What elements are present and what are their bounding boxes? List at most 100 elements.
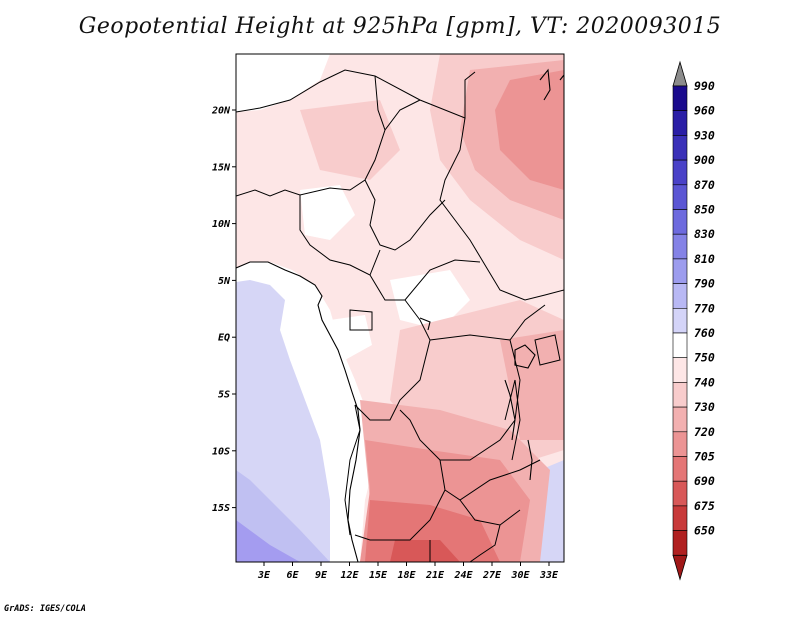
y-tick-label: EQ (218, 333, 230, 344)
coast-lake-tanganyika (504, 379, 516, 441)
grads-footer: GrADS: IGES/COLA (4, 604, 86, 614)
land-white-coast (236, 262, 375, 562)
border-line (469, 524, 501, 562)
border-line (399, 334, 521, 461)
colorbar-swatch (672, 283, 688, 309)
colorbar-level-label: 960 (694, 104, 715, 118)
colorbar-swatch (672, 505, 688, 531)
land-dark-ne (495, 70, 564, 190)
colorbar-level-label: 650 (694, 524, 715, 538)
colorbar-swatch (672, 159, 688, 186)
colorbar-level-label: 900 (694, 153, 715, 167)
x-tick-label: 9E (315, 570, 328, 581)
colorbar-swatch (672, 135, 688, 161)
border-line (236, 69, 476, 119)
land-white-patch-b (390, 270, 470, 330)
border-line (236, 75, 386, 197)
colorbar-swatch (672, 332, 688, 359)
colorbar-swatch (672, 431, 688, 457)
coastline (236, 68, 564, 562)
land-white-patch-a (300, 185, 355, 240)
map-title: Geopotential Height at 925hPa [gpm], VT:… (78, 14, 722, 39)
x-tick-label: 3E (257, 570, 271, 581)
coast-west-africa (236, 261, 361, 562)
x-tick-label: 33E (539, 570, 559, 581)
border-line (354, 489, 446, 541)
colorbar-level-label: 990 (694, 79, 715, 93)
border-line (439, 459, 541, 501)
colorbar-level-label: 870 (694, 178, 715, 192)
colorbar-level-label: 930 (694, 128, 715, 142)
colorbar-swatch (672, 357, 688, 383)
colorbar-swatch (672, 382, 688, 408)
border-line (364, 179, 446, 251)
colorbar-swatch (672, 307, 688, 334)
border-line (504, 379, 521, 461)
colorbar-level-label: 720 (694, 425, 715, 439)
colorbar-level-label: 690 (694, 474, 715, 488)
colorbar-swatch (672, 85, 688, 112)
x-tick-label: 6E (286, 570, 299, 581)
y-tick-label: 5S (218, 390, 230, 401)
y-tick-label: 10N (212, 219, 231, 230)
colorbar-swatch (672, 530, 688, 556)
x-tick-label: 21E (425, 570, 445, 581)
colorbar-level-label: 770 (694, 301, 715, 315)
colorbar-level-label: 790 (694, 277, 715, 291)
land-white-patch-c (330, 315, 372, 360)
x-tick-label: 15E (369, 570, 388, 581)
colorbar-level-label: 830 (694, 227, 715, 241)
colorbar-level-label: 750 (694, 351, 715, 365)
colorbar-swatch (672, 209, 688, 235)
land-white-north (236, 54, 330, 112)
y-axis: 20N 15N 10N 5N EQ 5S 10S 15S (211, 106, 236, 514)
colorbar-swatch (672, 110, 688, 136)
map-field (236, 54, 564, 562)
colorbar: 990 960 930 900 870 850 830 810 790 770 760 750 740 7… (672, 60, 715, 581)
land-deep-south (390, 540, 460, 562)
colorbar-level-label: 810 (694, 252, 715, 266)
ocean-deep (236, 520, 300, 562)
y-tick-label: 15S (212, 503, 230, 514)
border-line (349, 309, 373, 331)
coast-lake-victoria (514, 344, 536, 369)
colorbar-level-label: 850 (694, 203, 715, 217)
border-line (534, 334, 561, 366)
x-tick-label: 27E (482, 570, 502, 581)
border-line (459, 499, 521, 526)
border-line (344, 404, 361, 536)
colorbar-swatch (672, 480, 688, 507)
x-tick-label: 24E (453, 570, 473, 581)
x-tick-label: 18E (397, 570, 416, 581)
colorbar-bottom-arrow (672, 554, 688, 581)
coast-lake-malawi (527, 439, 533, 481)
x-tick-label: 30E (510, 570, 530, 581)
border-line (439, 117, 564, 301)
border-line (384, 99, 421, 131)
colorbar-level-label: 675 (694, 499, 715, 513)
colorbar-swatch (672, 184, 688, 210)
y-tick-label: 10S (212, 446, 230, 457)
y-tick-label: 15N (212, 162, 231, 173)
y-tick-label: 5N (218, 276, 231, 287)
x-tick-label: 12E (340, 570, 359, 581)
colorbar-top-arrow (672, 60, 688, 87)
country-borders (236, 69, 564, 562)
colorbar-level-label: 705 (694, 450, 715, 464)
colorbar-swatch (672, 456, 688, 482)
map-frame (235, 53, 565, 563)
colorbar-swatch (672, 233, 688, 260)
colorbar-swatch (672, 258, 688, 284)
border-line (509, 304, 546, 341)
x-axis: 3E 6E 9E 12E 15E 18E 21E 24E 27E 30E 33E (257, 562, 559, 581)
ocean-light (236, 54, 360, 562)
coast-ne-inlet (559, 74, 564, 81)
y-tick-label: 20N (211, 106, 231, 117)
colorbar-level-label: 730 (694, 400, 715, 414)
coast-gulf-inlet (419, 317, 431, 331)
colorbar-level-label: 760 (694, 326, 715, 340)
coast-red-sea (539, 68, 551, 101)
colorbar-level-label: 740 (694, 375, 715, 389)
colorbar-swatch (672, 406, 688, 433)
